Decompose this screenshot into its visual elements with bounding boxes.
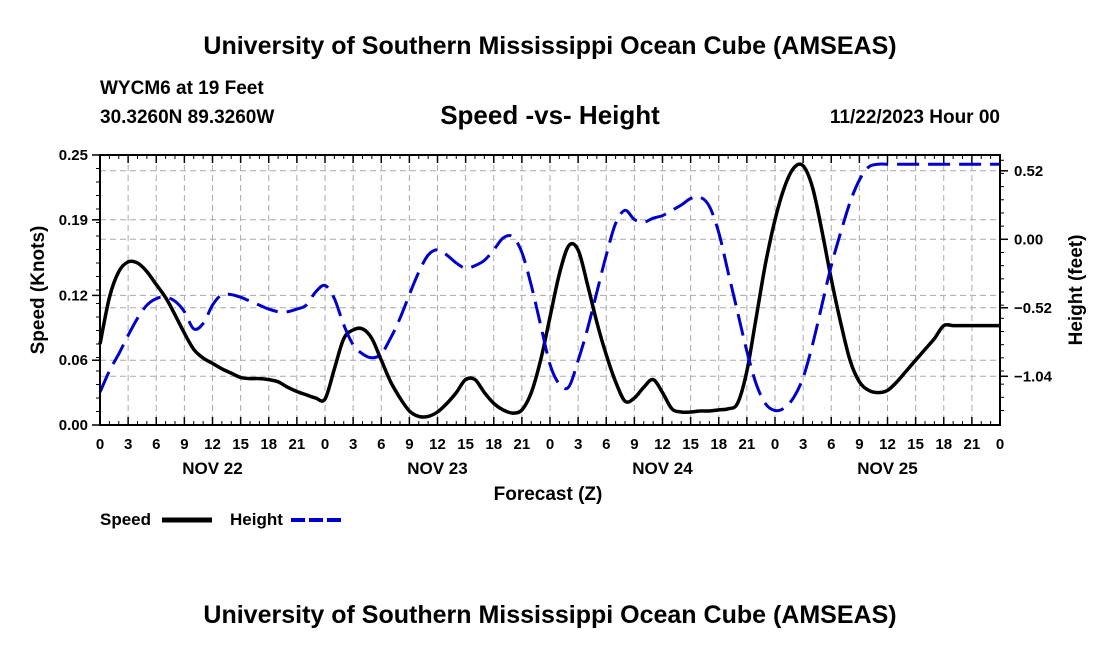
x-tick-label: 18	[710, 436, 727, 453]
x-tick-label: 3	[349, 436, 357, 453]
y-axis-label: Speed (Knots)	[28, 226, 49, 355]
x-tick-label: 3	[574, 436, 582, 453]
y2-axis-label: Height (feet)	[1066, 235, 1087, 346]
x-tick-label: 3	[799, 436, 807, 453]
x-tick-label: 9	[630, 436, 638, 453]
bottom-title: University of Southern Mississippi Ocean…	[203, 601, 897, 629]
axis-tick-labels: 0 3 6 9 12 15 18 21 0 3 6 9 12 15 18 21 0 3 6 9 12 15 18 21 0 3 6 9…	[59, 147, 1053, 478]
x-tick-label: 12	[204, 436, 221, 453]
y2-tick-label: −0.52	[1014, 300, 1052, 317]
x-axis-label: Forecast (Z)	[494, 484, 603, 505]
x-tick-label: 6	[602, 436, 610, 453]
day-label: NOV 22	[182, 459, 242, 478]
chart-title: Speed -vs- Height	[440, 100, 660, 130]
x-tick-label: 18	[260, 436, 277, 453]
x-tick-label: 15	[457, 436, 474, 453]
x-tick-label: 15	[232, 436, 249, 453]
x-tick-label: 12	[654, 436, 671, 453]
x-tick-label: 12	[429, 436, 446, 453]
height-series-line	[98, 162, 1000, 413]
x-tick-label: 0	[321, 436, 329, 453]
y-tick-label: 0.06	[59, 352, 88, 369]
legend: Speed Height	[100, 510, 342, 529]
day-label: NOV 24	[632, 459, 693, 478]
day-label: NOV 23	[407, 459, 467, 478]
legend-height-label: Height	[230, 510, 283, 529]
speed-series-line	[98, 162, 1000, 419]
x-tick-label: 6	[152, 436, 160, 453]
grid-lines	[100, 155, 1000, 425]
y-tick-label: 0.00	[59, 417, 88, 434]
speed-height-chart: 0 3 6 9 12 15 18 21 0 3 6 9 12 15 18 21 0 3 6 9 12 15 18 21 0 3 6 9…	[28, 147, 1087, 529]
y-tick-label: 0.25	[59, 147, 88, 164]
top-title: University of Southern Mississippi Ocean…	[203, 32, 897, 60]
x-tick-label: 15	[907, 436, 924, 453]
legend-speed-label: Speed	[100, 510, 151, 529]
x-tick-label: 0	[96, 436, 104, 453]
x-tick-label: 6	[827, 436, 835, 453]
day-label: NOV 25	[857, 459, 917, 478]
x-tick-label: 15	[682, 436, 699, 453]
x-tick-label: 9	[405, 436, 413, 453]
x-tick-label: 21	[289, 436, 306, 453]
coordinates-label: 30.3260N 89.3260W	[100, 107, 275, 128]
x-tick-label: 12	[879, 436, 896, 453]
datetime-label: 11/22/2023 Hour 00	[829, 107, 1000, 128]
y-tick-label: 0.12	[59, 287, 88, 304]
x-tick-label: 18	[485, 436, 502, 453]
plot-frame	[99, 154, 1001, 426]
y2-tick-label: 0.52	[1014, 163, 1043, 180]
x-tick-label: 9	[180, 436, 188, 453]
x-tick-label: 18	[935, 436, 952, 453]
x-tick-label: 9	[855, 436, 863, 453]
series-lines	[98, 162, 1000, 419]
x-tick-label: 0	[546, 436, 554, 453]
y-tick-label: 0.19	[59, 212, 88, 229]
x-tick-label: 21	[739, 436, 756, 453]
x-tick-label: 3	[124, 436, 132, 453]
x-tick-label: 6	[377, 436, 385, 453]
x-tick-label: 0	[771, 436, 779, 453]
y2-tick-label: −1.04	[1014, 368, 1053, 385]
x-tick-label: 21	[964, 436, 981, 453]
x-tick-label: 0	[996, 436, 1004, 453]
station-label: WYCM6 at 19 Feet	[100, 78, 264, 99]
y2-tick-label: 0.00	[1014, 231, 1043, 248]
x-tick-label: 21	[514, 436, 531, 453]
